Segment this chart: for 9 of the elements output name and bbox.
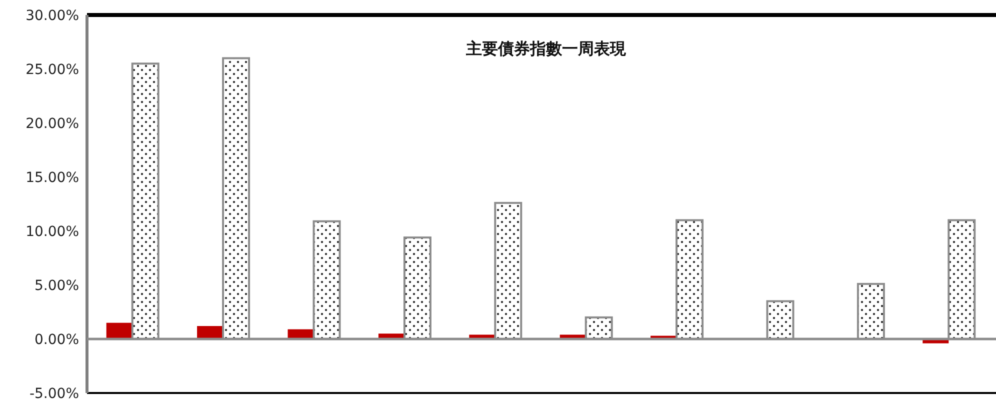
y-tick-label: 15.00% — [26, 170, 79, 186]
y-tick-label: 20.00% — [26, 116, 79, 132]
y-tick-label: 0.00% — [34, 332, 79, 348]
y-tick-label: 10.00% — [26, 224, 79, 240]
y-tick-label: 25.00% — [26, 62, 79, 78]
y-tick-label: -5.00% — [29, 386, 79, 402]
text: 主要債券指數一周表現 — [465, 39, 627, 58]
y-tick-label: 30.00% — [26, 8, 79, 24]
y-tick-label: 5.00% — [34, 278, 79, 294]
